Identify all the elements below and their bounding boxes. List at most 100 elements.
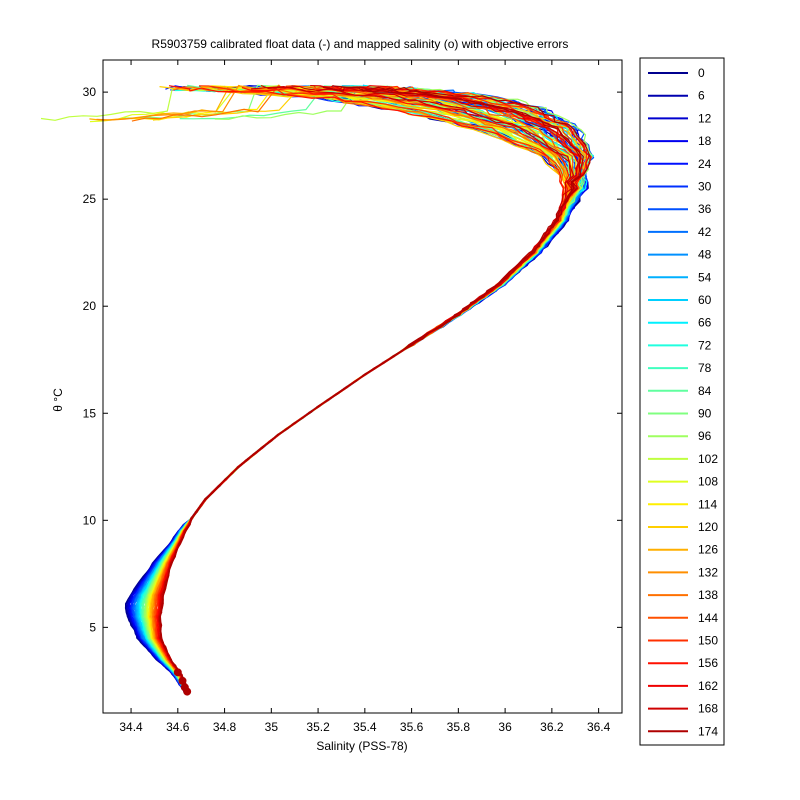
- profile-line: [145, 85, 588, 692]
- profile-line: [130, 85, 588, 692]
- legend-label: 30: [698, 180, 712, 194]
- profile-line: [126, 84, 577, 692]
- profile-line: [152, 86, 582, 692]
- profile-line: [155, 85, 564, 692]
- x-axis-label: Salinity (PSS-78): [316, 739, 407, 753]
- profile-line: [143, 86, 575, 692]
- profile-line: [40, 86, 571, 692]
- legend-label: 18: [698, 134, 712, 148]
- profile-line: [139, 87, 571, 692]
- mapped-salinity-marker: [183, 687, 192, 696]
- profile-line: [124, 86, 594, 692]
- profile-line: [146, 87, 572, 692]
- x-tick-label: 34.8: [213, 720, 237, 734]
- legend-label: 0: [698, 66, 705, 80]
- profile-line: [140, 85, 581, 692]
- profile-line: [146, 84, 577, 692]
- profile-line: [125, 85, 582, 692]
- x-tick-label: 34.6: [166, 720, 190, 734]
- profile-line: [134, 85, 582, 692]
- profile-line: [158, 85, 579, 692]
- legend-label: 138: [698, 588, 718, 602]
- profile-line: [134, 87, 577, 692]
- profile-line: [129, 85, 586, 692]
- x-tick-label: 35.6: [400, 720, 424, 734]
- profile-line: [147, 85, 571, 693]
- profile-line: [125, 86, 577, 692]
- profile-line: [138, 84, 595, 692]
- profile-line: [152, 86, 567, 692]
- legend-label: 24: [698, 157, 712, 171]
- profile-line: [136, 85, 588, 693]
- profile-line: [137, 86, 575, 692]
- x-tick-label: 35.2: [306, 720, 330, 734]
- x-tick-label: 36: [498, 720, 512, 734]
- profile-line: [144, 87, 572, 692]
- plot-frame: [102, 59, 623, 714]
- profile-line: [149, 88, 589, 693]
- legend-label: 90: [698, 407, 712, 421]
- y-tick-label: 5: [89, 620, 96, 634]
- legend-label: 114: [698, 497, 717, 511]
- legend-label: 162: [698, 679, 718, 693]
- profile-line: [144, 85, 593, 692]
- y-axis: 5 10 15 20 25 30: [83, 85, 622, 634]
- y-tick-label: 10: [83, 513, 97, 527]
- legend-label: 132: [698, 565, 718, 579]
- legend-label: 66: [698, 316, 712, 330]
- profile-line: [142, 85, 575, 692]
- profile-line: [133, 87, 584, 692]
- profile-line: [152, 87, 570, 692]
- profile-line: [143, 86, 573, 692]
- profile-line: [137, 86, 578, 693]
- profile-line: [154, 86, 584, 692]
- profile-line: [155, 85, 588, 692]
- profile-line: [124, 87, 586, 692]
- profile-line: [146, 85, 577, 692]
- profile-line: [153, 85, 574, 692]
- profile-line: [128, 86, 588, 693]
- legend-label: 150: [698, 634, 718, 648]
- y-tick-label: 20: [83, 299, 97, 313]
- legend-label: 78: [698, 361, 712, 375]
- profile-line: [155, 86, 570, 692]
- x-tick-label: 35: [265, 720, 279, 734]
- profile-line: [151, 86, 582, 692]
- profile-line: [129, 85, 578, 692]
- x-axis: 34.4 34.6 34.8 35 35.2 35.4 35.6 35.8 36 36.2 36.4: [119, 60, 611, 734]
- legend-label: 60: [698, 293, 712, 307]
- profile-line: [134, 84, 593, 692]
- profile-line: [132, 85, 595, 692]
- profile-line: [150, 86, 569, 692]
- profile-line: [159, 86, 581, 692]
- profile-line: [126, 86, 576, 693]
- profile-line: [157, 85, 583, 692]
- legend-items: 0 6 12 18 24 30 36 42 48 54 60 66 72 78 84 90 96 102 108 11…: [648, 66, 718, 738]
- legend-label: 12: [698, 111, 712, 125]
- profile-line: [131, 85, 581, 692]
- legend: 0 6 12 18 24 30 36 42 48 54 60 66 72 78 84 90 96 102 108 11…: [639, 57, 725, 746]
- legend-label: 54: [698, 270, 712, 284]
- profile-line: [158, 85, 573, 692]
- profile-line: [149, 86, 567, 692]
- profile-lines: [40, 84, 595, 696]
- legend-label: 156: [698, 656, 718, 670]
- x-tick-label: 36.4: [587, 720, 611, 734]
- profile-line: [131, 85, 576, 692]
- profile-line: [159, 86, 591, 692]
- legend-box: [639, 57, 725, 746]
- legend-label: 120: [698, 520, 718, 534]
- profile-line: [131, 86, 584, 692]
- profile-line: [139, 85, 584, 692]
- profile-line: [130, 85, 586, 692]
- profile-line: [132, 85, 580, 693]
- profile-line: [140, 86, 571, 692]
- profile-line: [127, 86, 581, 692]
- legend-label: 48: [698, 248, 712, 262]
- profile-line: [159, 85, 584, 692]
- legend-label: 174: [698, 724, 718, 738]
- profile-line: [96, 84, 569, 692]
- x-tick-label: 35.4: [353, 720, 377, 734]
- x-tick-label: 35.8: [447, 720, 471, 734]
